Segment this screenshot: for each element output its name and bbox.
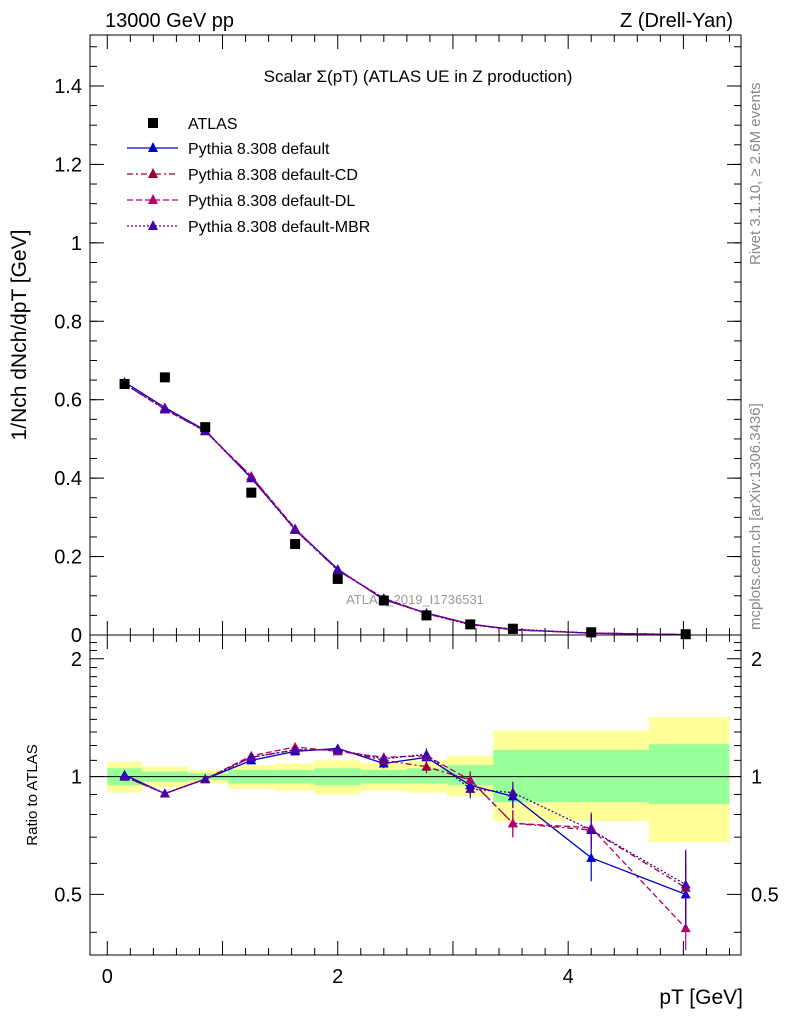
ratio-point (507, 818, 518, 828)
ratio-content: 0.5 0.5 1 1 2 2 (54, 642, 779, 951)
ratio-point (421, 761, 432, 771)
y-tick-label: 0.4 (54, 468, 82, 490)
main-panel: Scalar Σ(pT) (ATLAS UE in Z production) … (8, 34, 742, 988)
ratio-tick-label: 0.5 (54, 884, 82, 906)
ratio-tick-label: 1 (71, 767, 82, 789)
mcplots-label: mcplots.cern.ch [arXiv:1306.3436] (747, 403, 764, 630)
series-point (159, 404, 170, 414)
legend-label: Pythia 8.308 default (188, 141, 330, 158)
legend-label-atlas: ATLAS (188, 116, 238, 133)
header-right: Z (Drell-Yan) (620, 10, 733, 32)
legend-label: Pythia 8.308 default-MBR (188, 219, 370, 236)
rivet-label: Rivet 3.1.10, ≥ 2.6M events (747, 83, 764, 266)
y-tick-label: 0.2 (54, 547, 82, 569)
data-point (200, 422, 211, 433)
y-tick-label: 0.6 (54, 390, 82, 412)
y-axis-label: 1/Nch dNch/dpT [GeV] (8, 230, 31, 441)
ratio-tick-label: 2 (71, 649, 82, 671)
y-tick-label: 0.8 (54, 311, 82, 333)
stat-band (406, 768, 448, 784)
legend-label: Pythia 8.308 default-CD (188, 167, 358, 184)
ratio-y-axis-label: Ratio to ATLAS (24, 744, 41, 845)
y-tick-label: 1 (71, 233, 82, 255)
y-tick-label: 1.4 (54, 76, 82, 98)
main-content: 00.20.40.60.811.21.40 2 4 (54, 35, 741, 988)
y-tick-label: 0 (71, 625, 82, 647)
data-point (290, 539, 301, 550)
ratio-point (586, 852, 597, 862)
header-left: 13000 GeV pp (105, 10, 234, 32)
ratio-frame (89, 634, 742, 956)
data-point (119, 379, 130, 390)
x-tick-label: 4 (563, 966, 574, 988)
data-point (586, 627, 597, 638)
legend-marker (148, 168, 158, 178)
x-tick-label: 0 (102, 966, 113, 988)
ratio-point (246, 752, 257, 762)
ratio-tick-label: 0.5 (751, 884, 779, 906)
ratio-series-line (124, 749, 687, 886)
ratio-point (159, 788, 170, 798)
ratio-point (465, 774, 476, 784)
ratio-point (465, 783, 476, 793)
legend-marker (148, 142, 158, 152)
ratio-point (378, 753, 389, 763)
data-point (378, 595, 389, 606)
ratio-point (421, 749, 432, 759)
chart-title: Scalar Σ(pT) (ATLAS UE in Z production) (264, 67, 573, 86)
analysis-label: ATLAS_2019_I1736531 (346, 592, 484, 607)
data-point (465, 619, 476, 630)
legend-marker-atlas (148, 118, 158, 128)
ratio-series-line (124, 749, 687, 889)
x-tick-label: 2 (332, 966, 343, 988)
ratio-point (290, 744, 301, 754)
data-point (421, 610, 432, 621)
series-point (290, 524, 301, 534)
ratio-tick-label: 1 (751, 767, 762, 789)
ratio-tick-label: 2 (751, 649, 762, 671)
ratio-point (680, 879, 691, 889)
data-point (507, 623, 518, 634)
stat-band (533, 749, 649, 803)
data-point (159, 372, 170, 383)
series-point (246, 473, 257, 483)
x-axis-label: pT [GeV] (659, 986, 743, 1009)
legend-marker (148, 194, 158, 204)
legend-label: Pythia 8.308 default-DL (188, 193, 355, 210)
ratio-point (586, 825, 597, 835)
series-point (332, 564, 343, 574)
ratio-point (119, 771, 130, 781)
ratio-point (332, 744, 343, 754)
y-tick-label: 1.2 (54, 154, 82, 176)
stat-band (648, 744, 730, 805)
data-point (246, 487, 257, 498)
data-point (680, 629, 691, 640)
series-line (124, 383, 686, 636)
ratio-point (200, 774, 211, 784)
legend-series: Pythia 8.308 default Pythia 8.308 default… (127, 141, 370, 236)
legend-marker (148, 220, 158, 230)
ratio-panel: Ratio to ATLAS 0.5 0.5 1 1 2 2 (24, 634, 779, 956)
ratio-point (507, 787, 518, 797)
data-point (332, 573, 343, 584)
